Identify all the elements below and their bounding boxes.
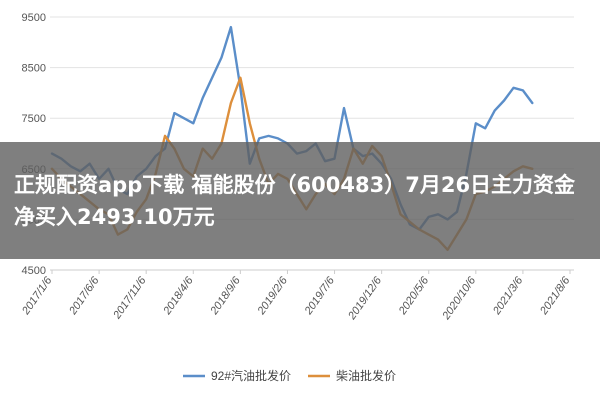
y-tick-label: 7500 [22,113,46,125]
x-tick-label: 2020/5/6 [396,274,431,317]
x-tick-label: 2021/3/6 [490,274,525,317]
x-tick-label: 2021/8/6 [537,274,572,317]
x-tick-label: 2018/4/6 [161,274,196,317]
x-tick-label: 2017/6/6 [67,274,102,317]
x-tick-label: 2020/10/6 [440,274,479,323]
x-tick-label: 2018/9/6 [208,274,243,317]
y-tick-label: 4500 [22,265,46,277]
x-tick-label: 2017/11/6 [111,274,150,322]
headline-text[interactable]: 正规配资app下载 福能股份（600483）7月26日主力资金净买入2493.1… [14,172,576,229]
x-tick-label: 2019/7/6 [302,274,337,317]
x-tick-label: 2019/2/6 [255,274,290,317]
x-tick-label: 2019/12/6 [346,274,385,323]
y-tick-label: 9500 [22,12,46,24]
x-tick-label: 2017/1/6 [19,274,54,317]
legend-label: 92#汽油批发价 [211,368,291,383]
y-tick-label: 8500 [22,63,46,75]
legend-label: 柴油批发价 [336,368,396,383]
headline-banner: 正规配资app下载 福能股份（600483）7月26日主力资金净买入2493.1… [0,142,600,259]
